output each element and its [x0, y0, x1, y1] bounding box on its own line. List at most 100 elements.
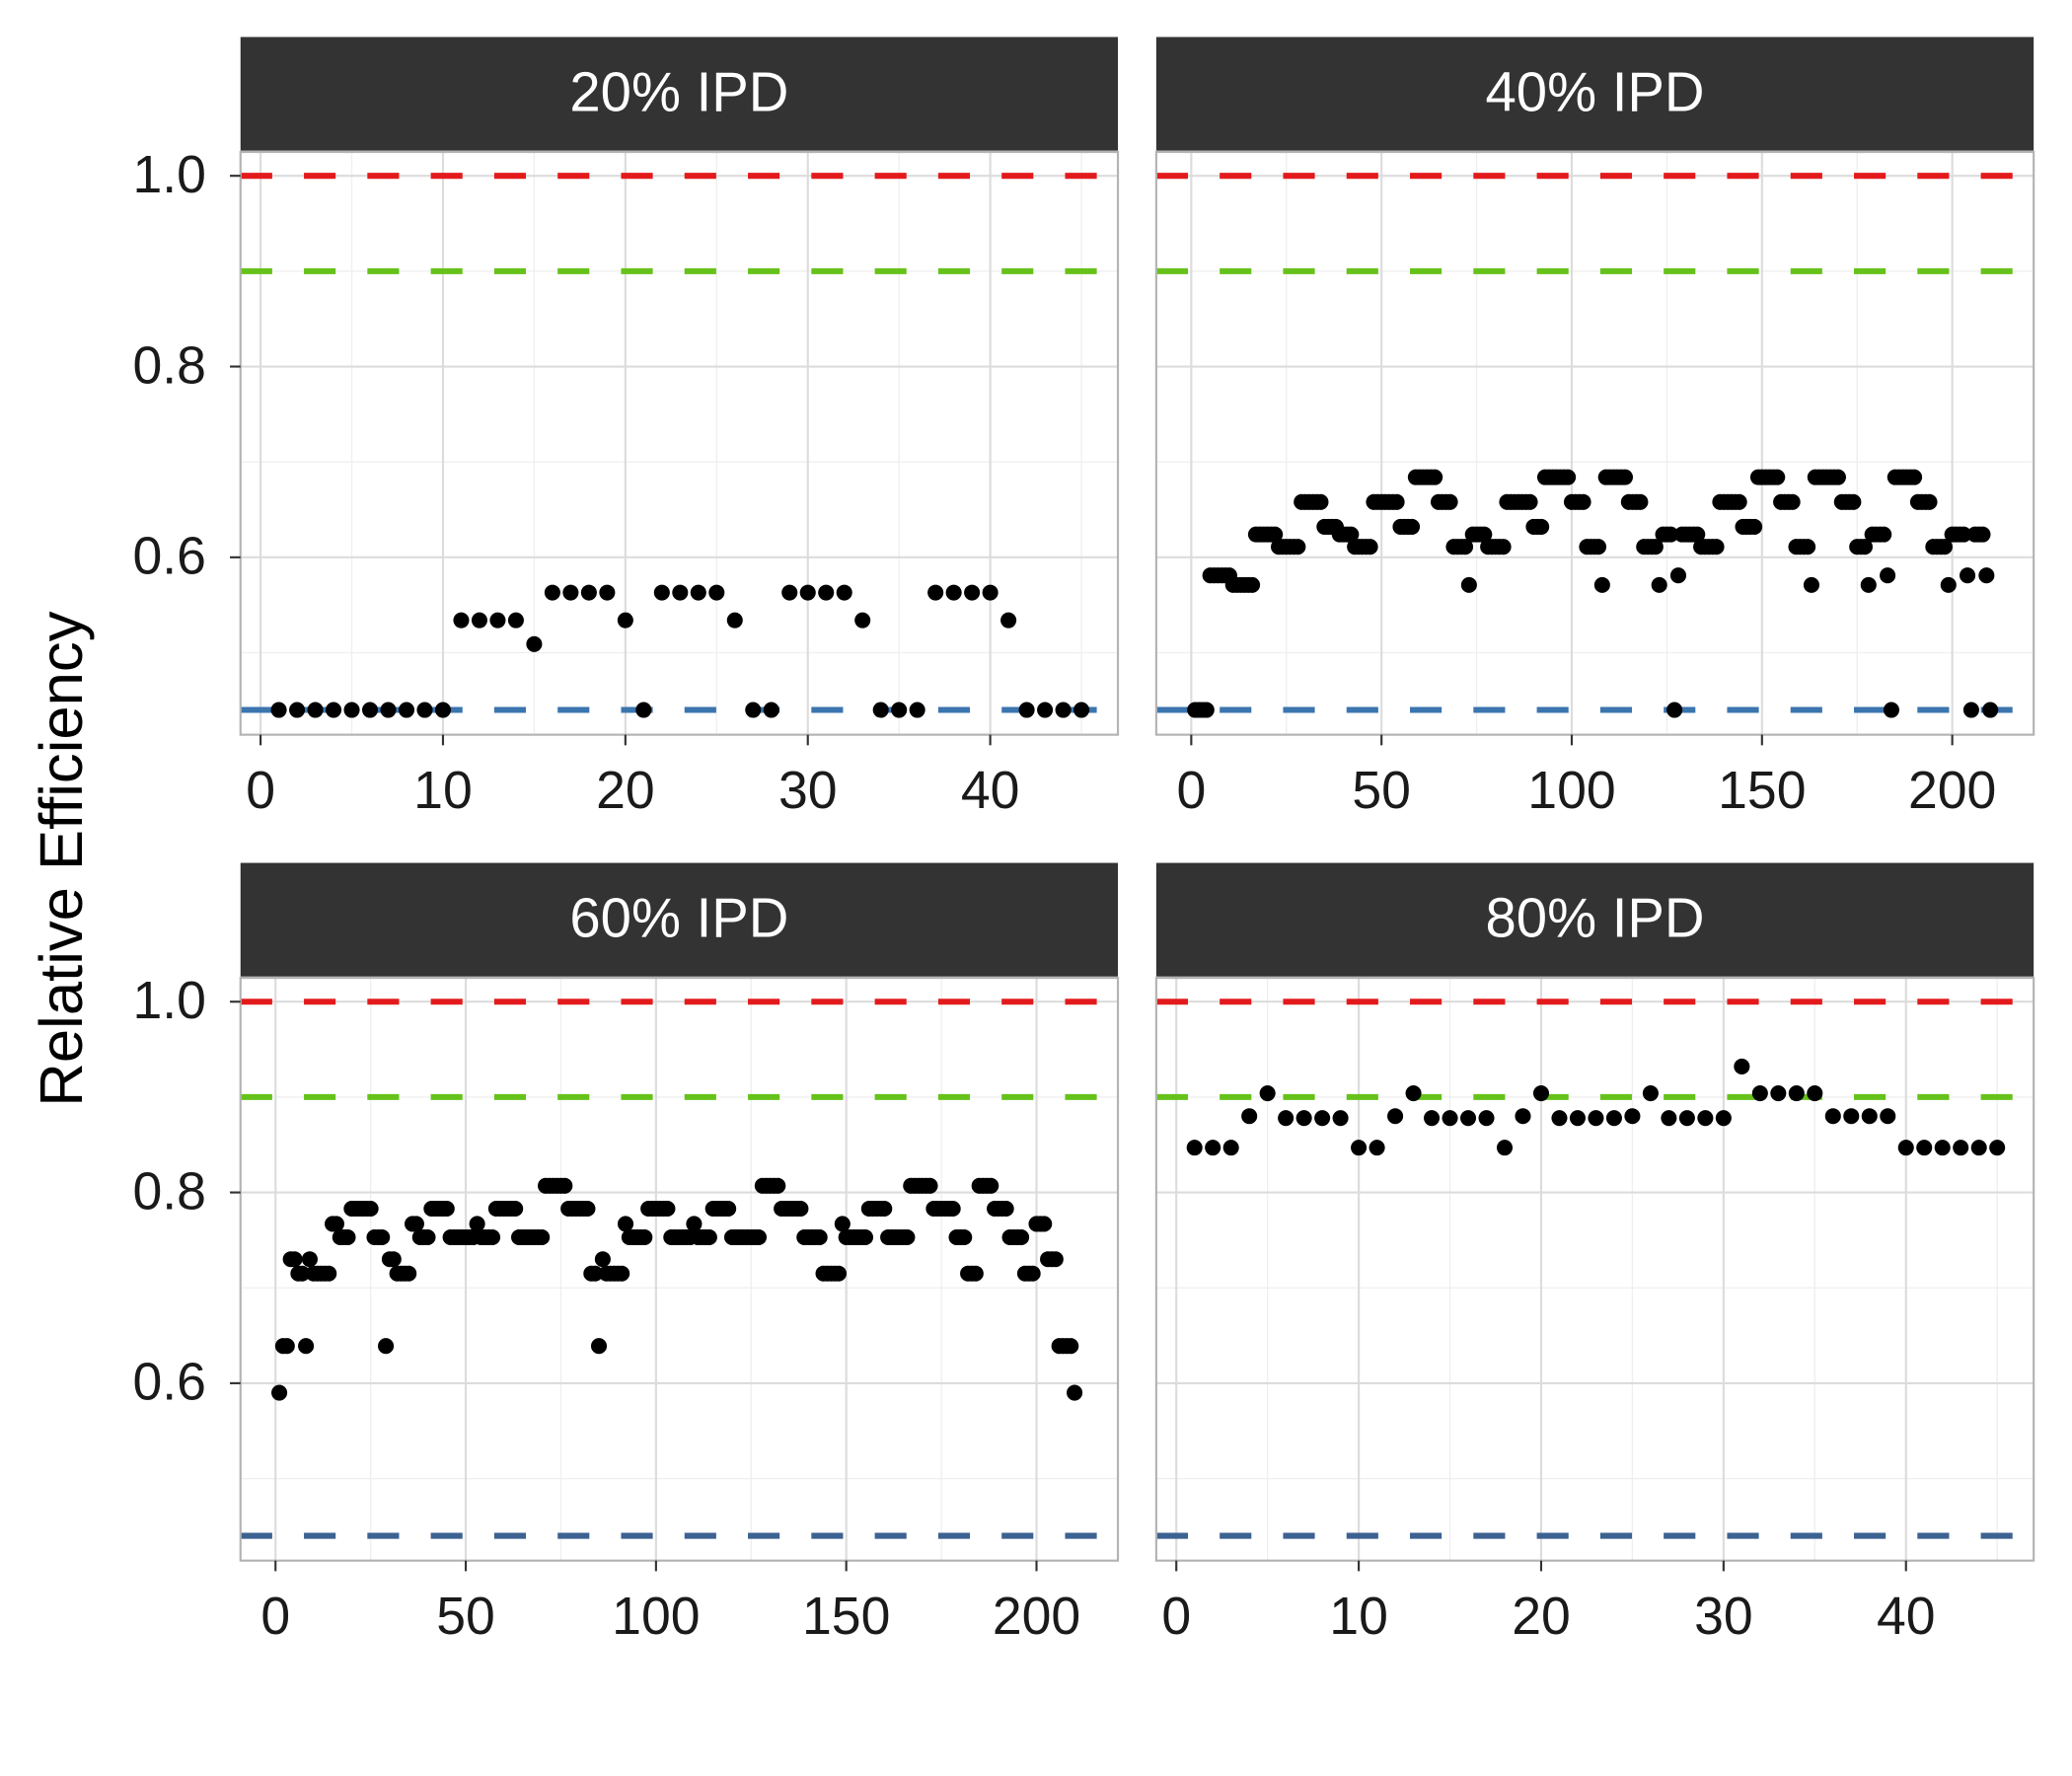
point [398, 702, 415, 718]
point [339, 1228, 356, 1246]
point [781, 584, 798, 601]
point [326, 702, 342, 718]
point [1989, 1140, 2006, 1156]
x-tick-label: 30 [1694, 1588, 1753, 1646]
point [489, 612, 506, 629]
point [1678, 1110, 1695, 1127]
point [562, 584, 579, 601]
x-tick-label: 0 [260, 1588, 290, 1646]
point [1515, 1108, 1531, 1125]
point [686, 1216, 703, 1232]
point [453, 612, 470, 629]
point [307, 702, 324, 718]
point [1424, 1110, 1441, 1127]
point [1605, 1110, 1622, 1127]
point [1708, 539, 1725, 555]
strip [1155, 37, 2035, 151]
panel-border [239, 976, 1120, 1562]
point [836, 584, 852, 601]
point [891, 702, 908, 718]
point [982, 584, 999, 601]
point [385, 1251, 402, 1268]
point [617, 1216, 634, 1232]
panel-border [1154, 976, 2035, 1562]
point [1222, 1140, 1239, 1156]
panel-background [1155, 152, 2035, 735]
point [1388, 493, 1405, 510]
point [1343, 526, 1360, 543]
x-tick-label: 200 [993, 1588, 1080, 1646]
point [636, 1228, 653, 1246]
point [1018, 702, 1035, 718]
point [614, 1265, 630, 1282]
point [1369, 1140, 1385, 1156]
point [1290, 539, 1306, 555]
point [1661, 1110, 1677, 1127]
point [708, 584, 725, 601]
x-tick-label: 50 [1352, 762, 1411, 820]
panel-border [1154, 150, 2035, 736]
point [1962, 702, 1979, 718]
y-axis-label: Relative Efficiency [28, 611, 96, 1106]
point [526, 635, 543, 652]
point [1067, 1384, 1083, 1401]
point [1916, 1140, 1933, 1156]
point [1013, 1228, 1030, 1246]
point [1575, 493, 1591, 510]
point [983, 1177, 999, 1194]
point [1442, 493, 1458, 510]
point [1205, 1140, 1221, 1156]
point [1800, 539, 1816, 555]
point [998, 1200, 1014, 1218]
point [1387, 1108, 1404, 1125]
point [1807, 1085, 1823, 1102]
point [1829, 469, 1846, 485]
x-tick-label: 100 [612, 1588, 700, 1646]
point [1551, 1110, 1568, 1127]
point [1362, 539, 1378, 555]
point [899, 1228, 916, 1246]
point [1593, 576, 1610, 593]
point [594, 1251, 611, 1268]
point [1880, 1108, 1896, 1125]
point [301, 1251, 318, 1268]
point [967, 1265, 984, 1282]
point [964, 584, 981, 601]
point [635, 702, 652, 718]
panel-background [1155, 978, 2035, 1561]
point [278, 1338, 295, 1355]
point [1876, 526, 1892, 543]
point [1642, 1085, 1659, 1102]
x-tick-label: 200 [1908, 762, 1996, 820]
point [471, 612, 487, 629]
point [1000, 612, 1017, 629]
point [1314, 1110, 1331, 1127]
point [1478, 1110, 1495, 1127]
x-tick-label: 0 [1161, 1588, 1191, 1646]
point [1843, 1108, 1860, 1125]
x-tick-label: 20 [1512, 1588, 1571, 1646]
point [1312, 493, 1329, 510]
panel-background [240, 978, 1119, 1561]
point [1047, 1251, 1064, 1268]
point [298, 1338, 315, 1355]
y-tick-label: 1.0 [132, 972, 205, 1030]
point [1055, 702, 1072, 718]
point [944, 1200, 961, 1218]
point [872, 702, 889, 718]
point [1459, 1110, 1477, 1127]
point [1569, 1110, 1586, 1127]
point [1624, 1108, 1641, 1125]
point [507, 612, 524, 629]
point [945, 584, 962, 601]
point [1533, 518, 1550, 535]
point [726, 612, 743, 629]
point [419, 1228, 436, 1246]
point [1476, 526, 1493, 543]
point [1788, 1085, 1805, 1102]
point [1073, 702, 1090, 718]
x-tick-label: 150 [1718, 762, 1806, 820]
point [1746, 518, 1763, 535]
point [770, 1177, 786, 1194]
point [1278, 1110, 1295, 1127]
